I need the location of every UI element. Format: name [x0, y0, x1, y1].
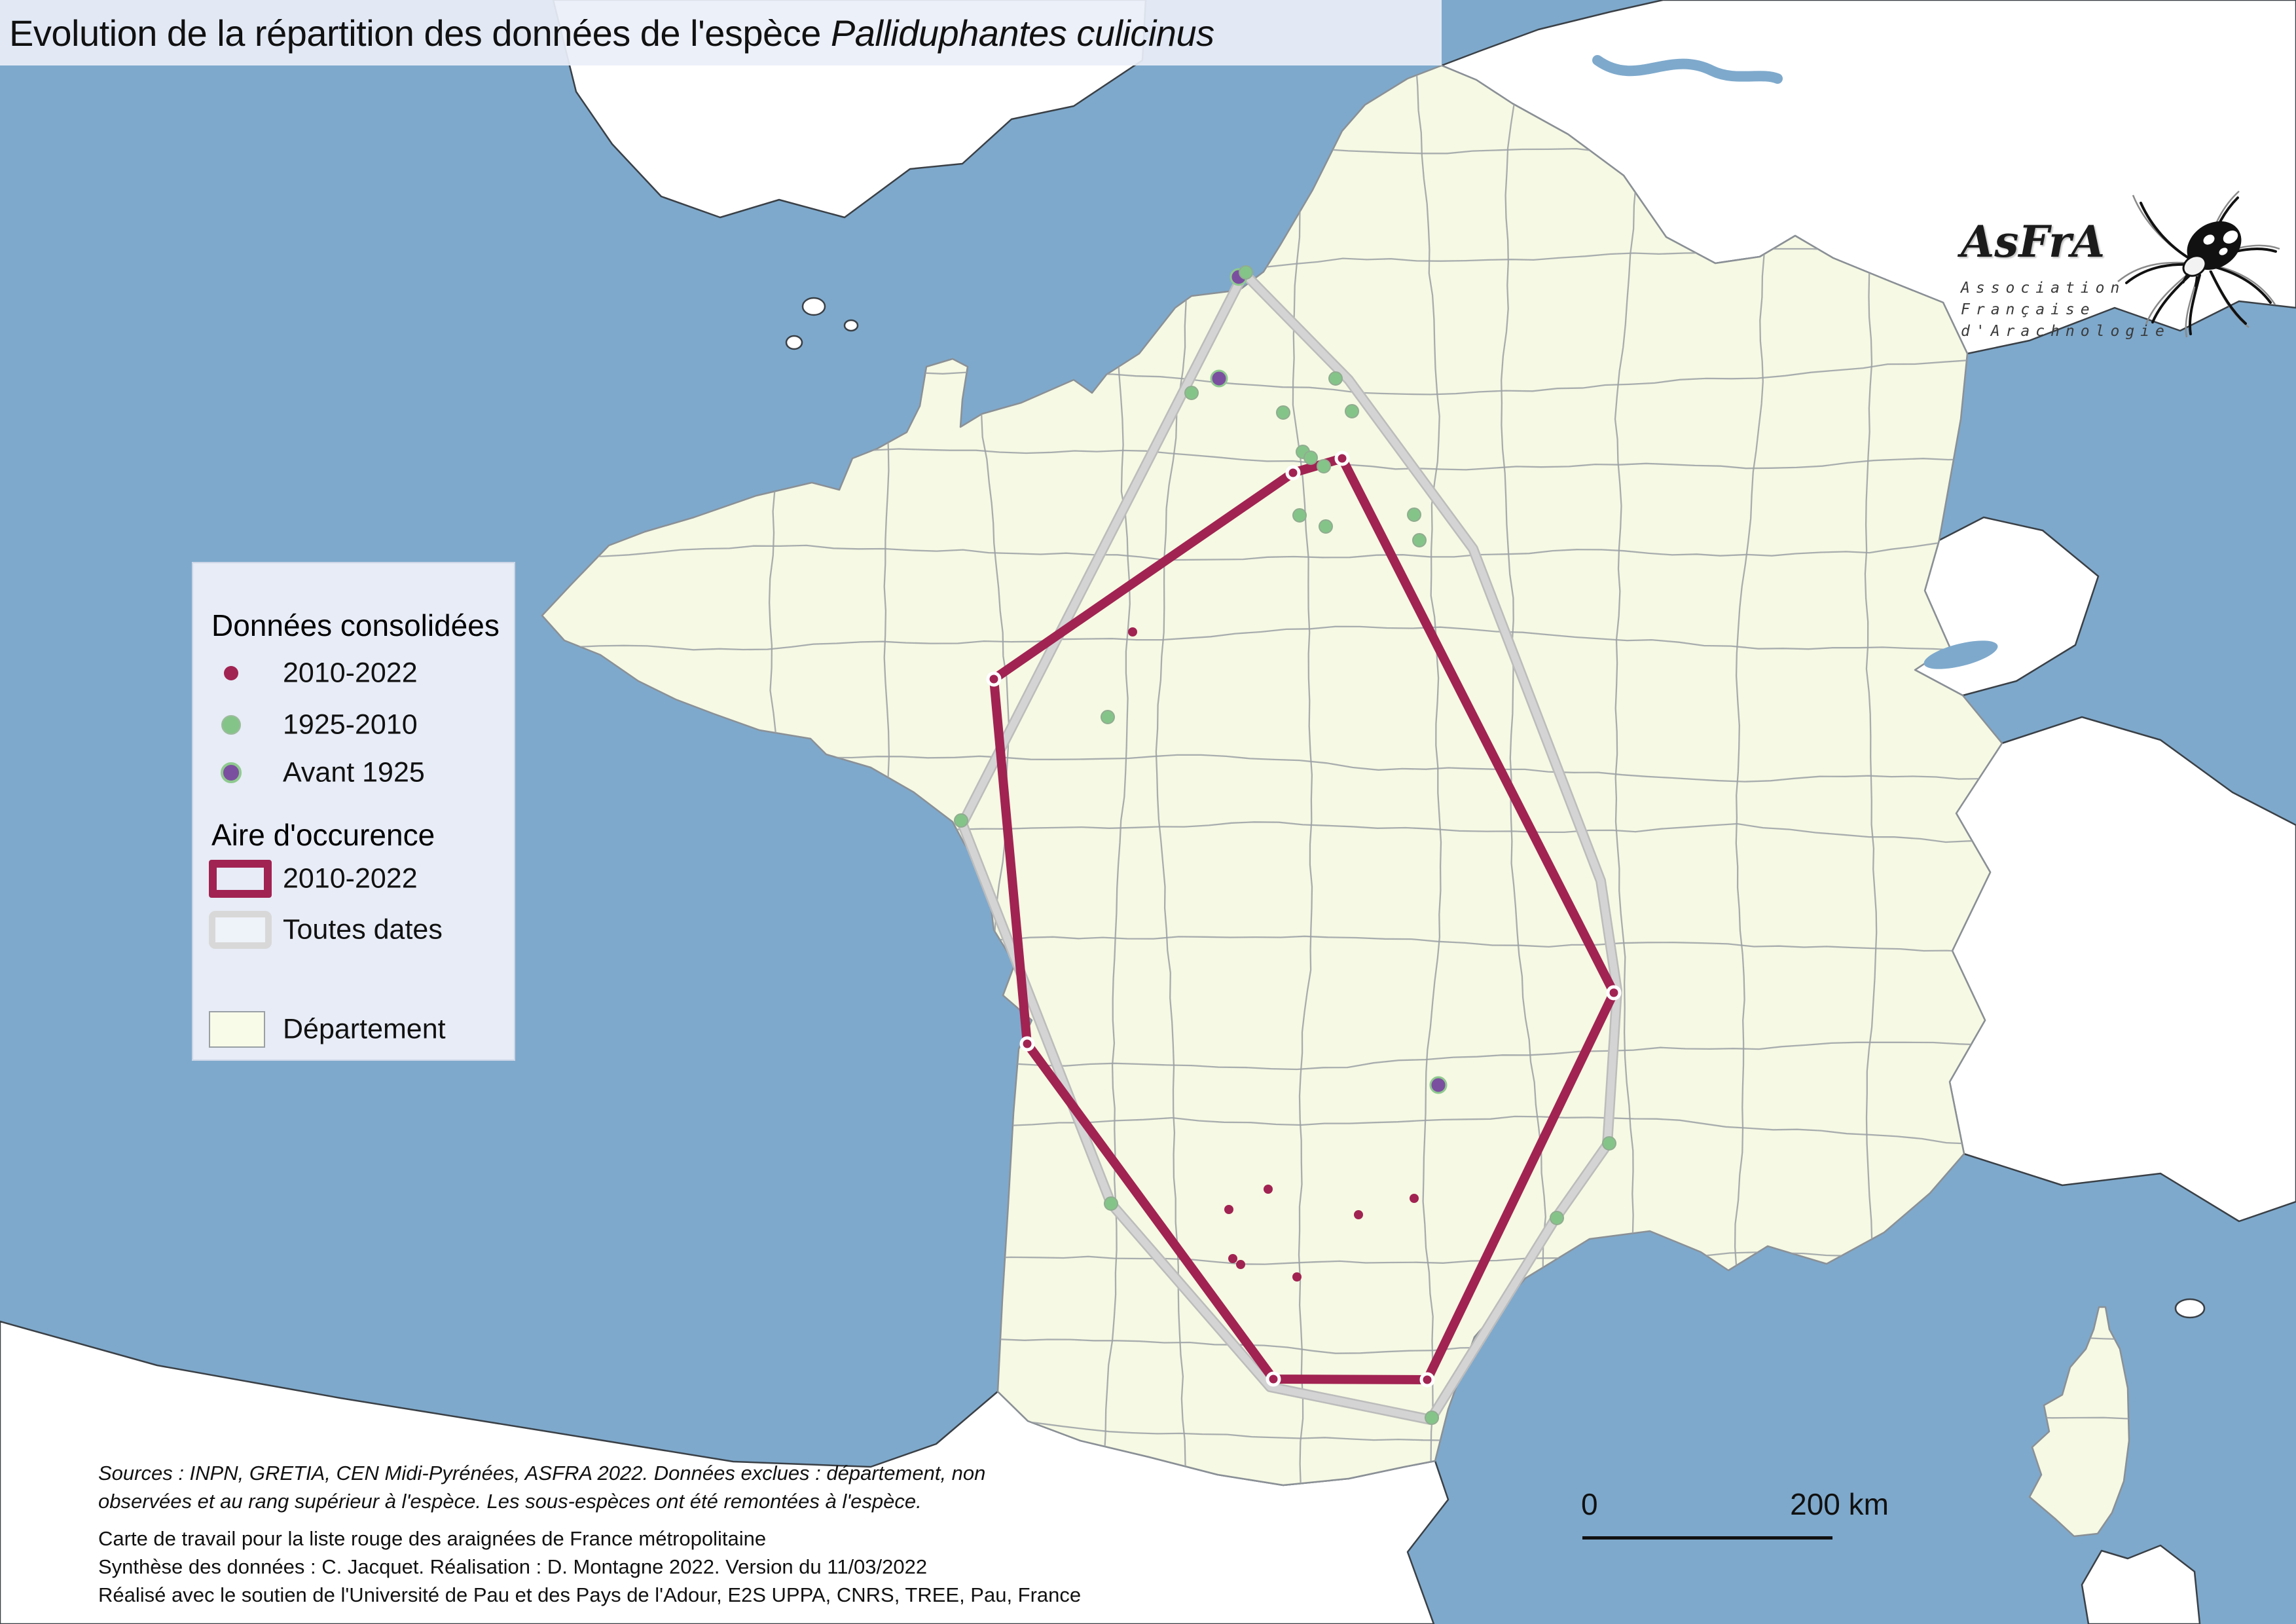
title-band: Evolution de la répartition des données …	[0, 0, 1442, 65]
observation-1925-2010	[1412, 533, 1427, 547]
asfra-logo-line1: Association	[1961, 280, 2126, 297]
scale-bar-line	[1582, 1536, 1832, 1540]
legend-item-label: 2010-2022	[283, 657, 418, 689]
observation-2010-2022	[1128, 627, 1137, 637]
species-name: Palliduphantes culicinus	[830, 12, 1214, 54]
map-title-text: Evolution de la répartition des données …	[9, 12, 831, 54]
legend-panel: Données consolidées 2010-2022 1925-2010 …	[192, 562, 515, 1061]
observation-2010-2022	[1292, 1272, 1302, 1282]
observation-1925-2010	[1104, 1196, 1118, 1211]
observation-2010-2022	[1228, 1254, 1237, 1263]
department-border	[1292, 65, 1313, 1507]
sources-line1: Sources : INPN, GRETIA, CEN Midi-Pyrénée…	[98, 1462, 986, 1485]
legend-item-label: 1925-2010	[283, 709, 418, 741]
observation-1925-2010	[1319, 519, 1333, 534]
observation-avant-1925	[1210, 369, 1228, 388]
asfra-logo: AsFrA Association Française d'Arachnolog…	[1961, 191, 2288, 373]
scale-start-label: 0	[1581, 1487, 1598, 1521]
observation-2010-2022	[1264, 1185, 1273, 1194]
department-border	[549, 754, 2129, 783]
map-title: Evolution de la répartition des données …	[0, 12, 1214, 54]
point-2010-2022-symbol	[224, 666, 238, 680]
spider-icon	[2117, 191, 2280, 338]
observation-1925-2010	[1303, 451, 1318, 465]
area-vertex-point	[1334, 451, 1350, 466]
scale-end-label: 200 km	[1790, 1487, 1889, 1521]
observation-avant-1925	[1429, 1076, 1448, 1094]
observation-1925-2010	[1184, 386, 1199, 400]
observation-1925-2010	[1602, 1136, 1616, 1151]
observation-1925-2010	[1407, 507, 1421, 522]
point-avant-1925-symbol	[221, 762, 242, 783]
observation-2010-2022	[1236, 1260, 1245, 1269]
scale-bar: 0 200 km	[1581, 1486, 1889, 1545]
department-border	[1734, 65, 1775, 1507]
point-1925-2010-symbol	[221, 715, 241, 735]
department-symbol	[209, 1011, 265, 1048]
asfra-logo-line2: Française	[1961, 301, 2096, 318]
observation-1925-2010	[954, 813, 968, 828]
credit-line3: Réalisé avec le soutien de l'Université …	[98, 1583, 1082, 1606]
channel-island	[801, 297, 826, 316]
observation-1925-2010	[1345, 404, 1359, 418]
observation-2010-2022	[1354, 1210, 1363, 1219]
asfra-logo-line3: d'Arachnologie	[1961, 323, 2170, 340]
observation-1925-2010	[1317, 459, 1331, 473]
legend-item-label: 2010-2022	[283, 862, 418, 895]
sardinia-landmass	[2081, 1544, 2201, 1624]
legend-item-label: Département	[283, 1013, 446, 1045]
area-vertex-point	[1419, 1372, 1435, 1388]
area-vertex-point	[1266, 1371, 1281, 1387]
lake-geneva	[1923, 640, 1998, 669]
observation-2010-2022	[1224, 1205, 1233, 1214]
observation-1925-2010	[1550, 1211, 1564, 1225]
area-toutes-dates-inner	[958, 269, 1621, 1424]
area-vertex-point	[986, 671, 1002, 687]
credit-line2: Synthèse des données : C. Jacquet. Réali…	[98, 1555, 928, 1578]
footer: Sources : INPN, GRETIA, CEN Midi-Pyrénée…	[98, 1459, 1277, 1609]
observation-1925-2010	[1292, 508, 1307, 523]
channel-island	[785, 335, 803, 350]
legend-item-label: Avant 1925	[283, 756, 425, 788]
observation-2010-2022	[1410, 1194, 1419, 1203]
legend-item-label: Toutes dates	[283, 913, 443, 946]
elba-island	[2174, 1298, 2206, 1319]
department-border	[549, 625, 2129, 655]
observation-1925-2010	[1328, 371, 1343, 386]
area-2010-2022	[989, 454, 1618, 1384]
legend-area-title: Aire d'occurence	[211, 818, 435, 852]
observation-1925-2010	[1425, 1411, 1439, 1425]
legend-points-title: Données consolidées	[211, 608, 500, 642]
observation-1925-2010	[1101, 710, 1115, 724]
area-2010-2022-symbol	[209, 860, 272, 898]
area-vertex-point	[1606, 985, 1622, 1001]
area-vertex-point	[1285, 465, 1301, 481]
scheldt-estuary	[1592, 55, 1783, 84]
area-vertex-point	[1019, 1036, 1035, 1052]
asfra-logo-text: AsFrA	[1961, 216, 2105, 267]
area-toutes-dates-symbol	[209, 911, 272, 949]
occurrence-overlay	[954, 265, 1622, 1425]
corsica-island	[2028, 1306, 2130, 1538]
department-border	[549, 540, 2129, 561]
department-border	[1412, 65, 1442, 1507]
credit-line1: Carte de travail pour la liste rouge des…	[98, 1527, 767, 1550]
observation-1925-2010	[1276, 405, 1290, 420]
sources-line2: observées et au rang supérieur à l'espèc…	[98, 1490, 922, 1513]
observation-1925-2010	[1239, 265, 1253, 280]
channel-island	[843, 319, 859, 332]
